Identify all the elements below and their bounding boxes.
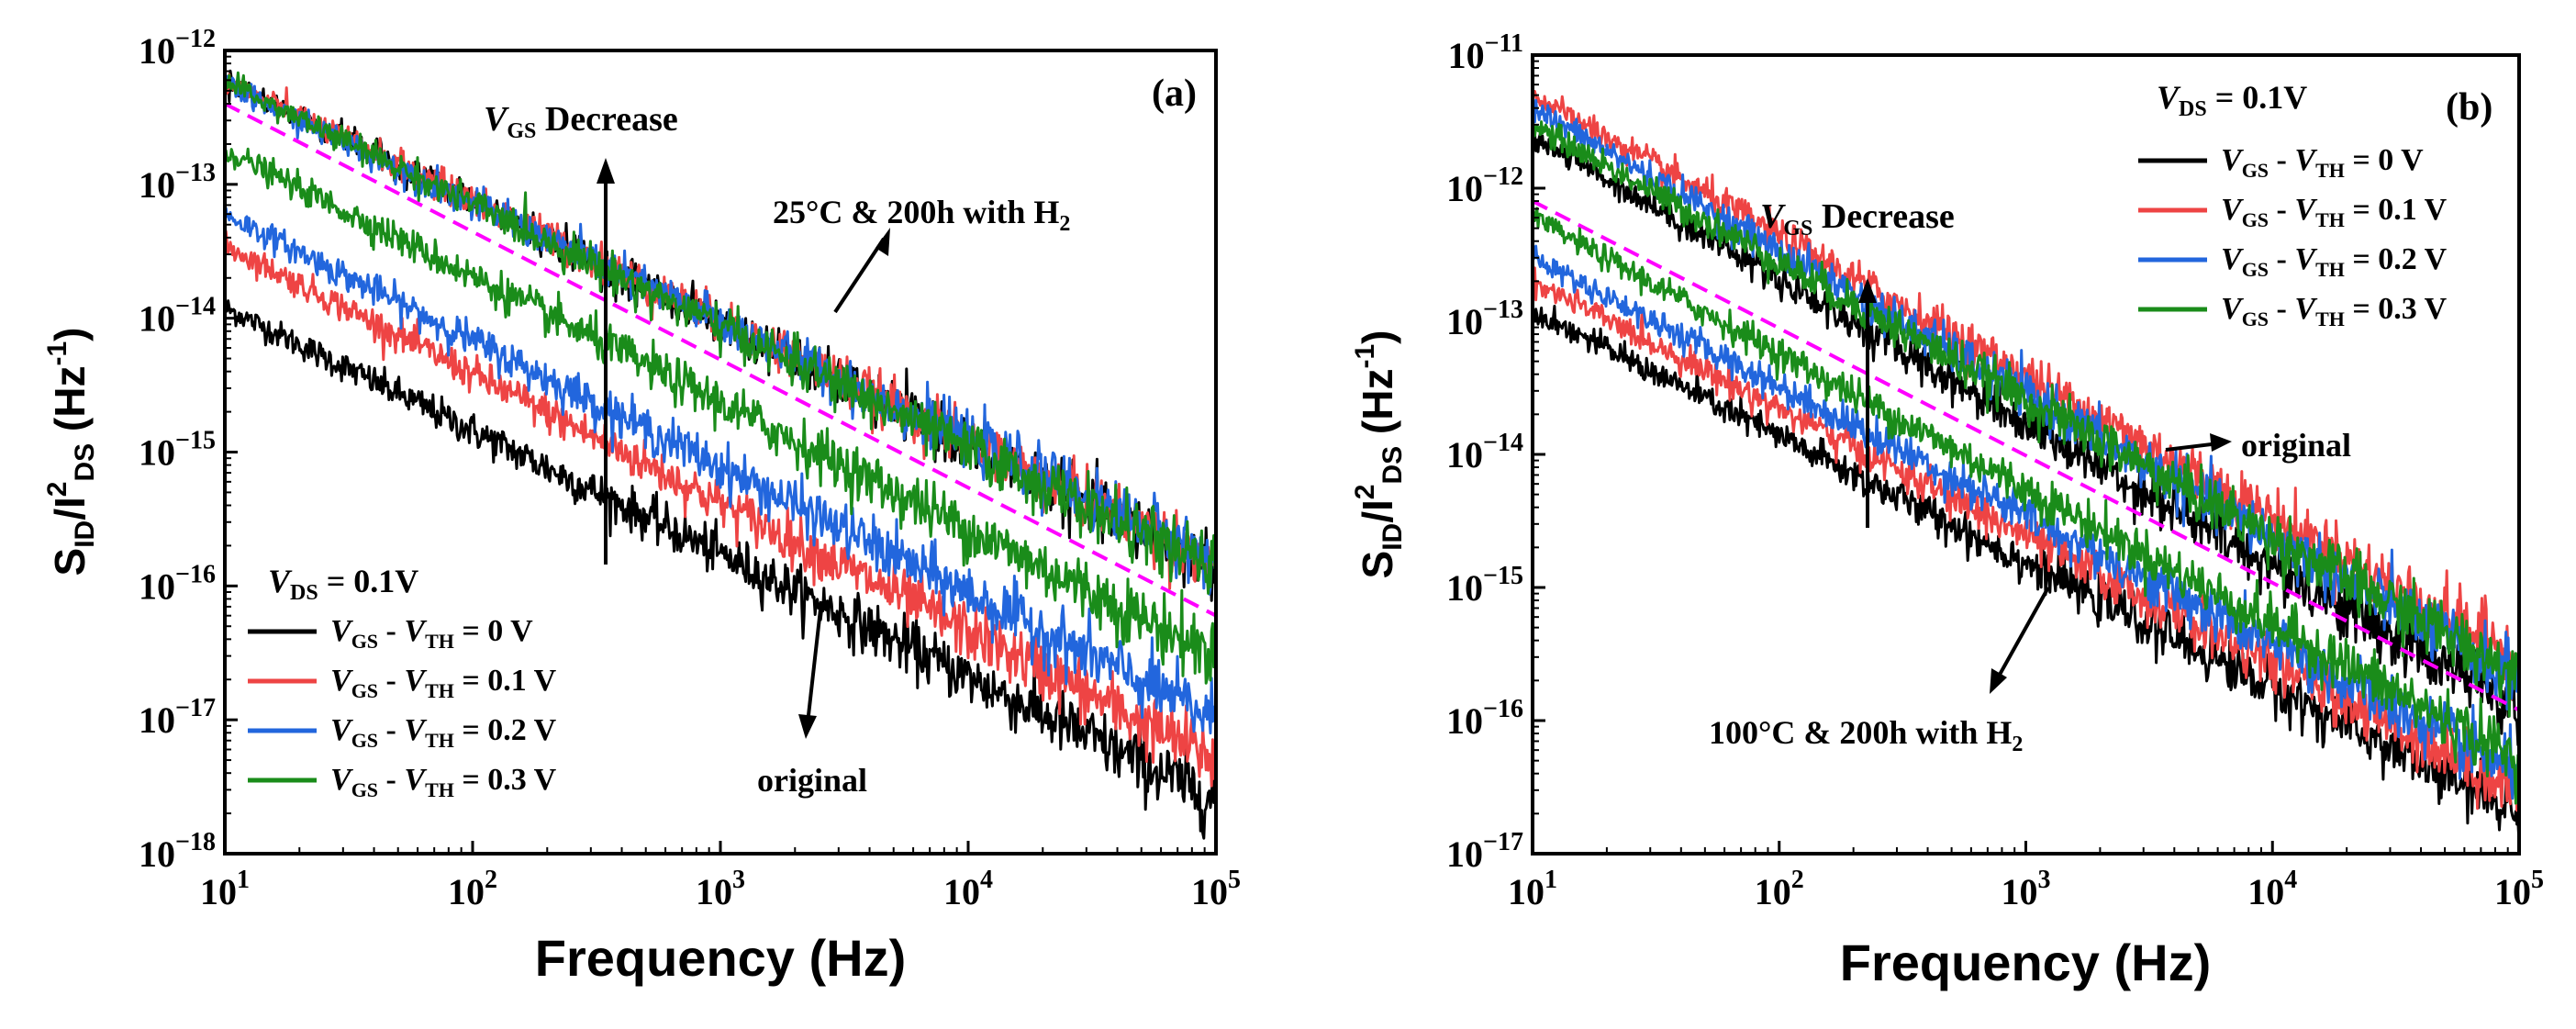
legend-title: VDS = 0.1V bbox=[2157, 79, 2307, 121]
x-tick-label: 105 bbox=[2494, 866, 2544, 912]
vgs-decrease-label: VGS Decrease bbox=[484, 100, 678, 143]
x-axis-label: Frequency (Hz) bbox=[535, 929, 907, 987]
y-tick-label: 10−15 bbox=[139, 427, 216, 474]
legend-entry: VGS - VTH = 0.2 V bbox=[2138, 242, 2448, 281]
x-tick-label: 104 bbox=[2247, 866, 2297, 912]
legend-label: VGS - VTH = 0.2 V bbox=[330, 713, 557, 752]
legend-entry: VGS - VTH = 0.3 V bbox=[2138, 292, 2448, 330]
legend-label: VGS - VTH = 0.1 V bbox=[330, 664, 557, 702]
reference-1-over-f-line bbox=[224, 102, 1217, 618]
legend-label: VGS - VTH = 0 V bbox=[330, 614, 533, 653]
stress-label: 25°C & 200h with H2 bbox=[773, 194, 1070, 236]
series-line-stressed bbox=[1532, 244, 2521, 804]
x-axis-label: Frequency (Hz) bbox=[1840, 934, 2212, 991]
stress-arrow bbox=[1990, 587, 2050, 694]
series-line-stressed bbox=[1531, 207, 2521, 805]
legend-entry: VGS - VTH = 0.1 V bbox=[248, 664, 557, 702]
panel-a: 101 102 103 104 105 10−18 10−17 10−16 10−15 10−14… bbox=[42, 25, 1241, 987]
x-tick-label: 102 bbox=[1755, 866, 1804, 912]
vgs-decrease-label: VGS Decrease bbox=[1760, 197, 1955, 240]
original-label: original bbox=[2241, 427, 2351, 464]
reference-1-over-f-line bbox=[1532, 199, 2520, 712]
x-tick-label: 103 bbox=[696, 866, 745, 912]
panel-label: (b) bbox=[2446, 86, 2492, 129]
svg-text:SID/I2DS (Hz-1): SID/I2DS (Hz-1) bbox=[42, 328, 100, 576]
y-tick-label: 10−12 bbox=[1446, 162, 1523, 209]
y-tick-label: 10−12 bbox=[139, 25, 216, 72]
y-tick-label: 10−14 bbox=[139, 293, 216, 340]
legend-title: VDS = 0.1V bbox=[268, 563, 418, 605]
legend-entry: VGS - VTH = 0.1 V bbox=[2138, 193, 2448, 231]
y-axis-label: SID/I2DS (Hz-1) bbox=[1350, 330, 1408, 579]
legend-label: VGS - VTH = 0 V bbox=[2221, 143, 2424, 182]
stress-arrow bbox=[833, 228, 890, 314]
legend-label: VGS - VTH = 0.1 V bbox=[2221, 193, 2448, 231]
legend: VDS = 0.1V VGS - VTH = 0 V VGS - VTH = 0.… bbox=[2138, 79, 2448, 330]
panel-b: 101 102 103 104 105 10−17 10−16 10−15 10−14 10−13… bbox=[1350, 29, 2544, 991]
legend-label: VGS - VTH = 0.3 V bbox=[2221, 292, 2448, 330]
svg-text:SID/I2DS (Hz-1): SID/I2DS (Hz-1) bbox=[1350, 330, 1408, 579]
y-tick-label: 10−15 bbox=[1446, 562, 1523, 609]
x-tick-label: 101 bbox=[200, 866, 250, 912]
series-line-original bbox=[1531, 120, 2521, 718]
x-tick-label: 102 bbox=[448, 866, 497, 912]
series-line-stressed bbox=[224, 71, 1218, 595]
series-line-original bbox=[223, 229, 1218, 788]
legend-entry: VGS - VTH = 0.3 V bbox=[248, 763, 557, 801]
y-tick-label: 10−18 bbox=[139, 828, 216, 875]
original-arrow bbox=[2165, 433, 2232, 452]
y-tick-label: 10−11 bbox=[1448, 29, 1523, 76]
legend-label: VGS - VTH = 0.3 V bbox=[330, 763, 557, 801]
legend-label: VGS - VTH = 0.2 V bbox=[2221, 242, 2448, 281]
series-line-original bbox=[224, 147, 1218, 685]
legend-entry: VGS - VTH = 0 V bbox=[2138, 143, 2424, 182]
original-arrow bbox=[798, 600, 823, 739]
y-tick-label: 10−16 bbox=[1446, 695, 1523, 742]
legend-entry: VGS - VTH = 0.2 V bbox=[248, 713, 557, 752]
y-tick-label: 10−14 bbox=[1446, 429, 1523, 475]
x-tick-label: 101 bbox=[1508, 866, 1557, 912]
legend-entry: VGS - VTH = 0 V bbox=[248, 614, 533, 653]
y-tick-label: 10−17 bbox=[139, 694, 216, 741]
y-tick-label: 10−17 bbox=[1446, 828, 1523, 875]
series-line-original bbox=[223, 207, 1218, 735]
y-tick-label: 10−13 bbox=[1446, 296, 1523, 342]
x-tick-label: 103 bbox=[2002, 866, 2051, 912]
y-tick-label: 10−13 bbox=[139, 159, 216, 206]
original-label: original bbox=[757, 762, 867, 799]
x-tick-label: 105 bbox=[1191, 866, 1241, 912]
vgs-decrease-arrow bbox=[1858, 278, 1877, 528]
y-axis-label: SID/I2DS (Hz-1) bbox=[42, 328, 100, 576]
series-line-original bbox=[1531, 98, 2521, 710]
vgs-decrease-arrow bbox=[597, 158, 615, 565]
panel-label: (a) bbox=[1152, 73, 1197, 115]
y-tick-label: 10−16 bbox=[139, 560, 216, 607]
legend: VDS = 0.1V VGS - VTH = 0 V VGS - VTH = 0.… bbox=[248, 563, 557, 801]
stress-label: 100°C & 200h with H2 bbox=[1709, 714, 2023, 756]
x-tick-label: 104 bbox=[943, 866, 993, 912]
series-line-original bbox=[223, 299, 1218, 840]
